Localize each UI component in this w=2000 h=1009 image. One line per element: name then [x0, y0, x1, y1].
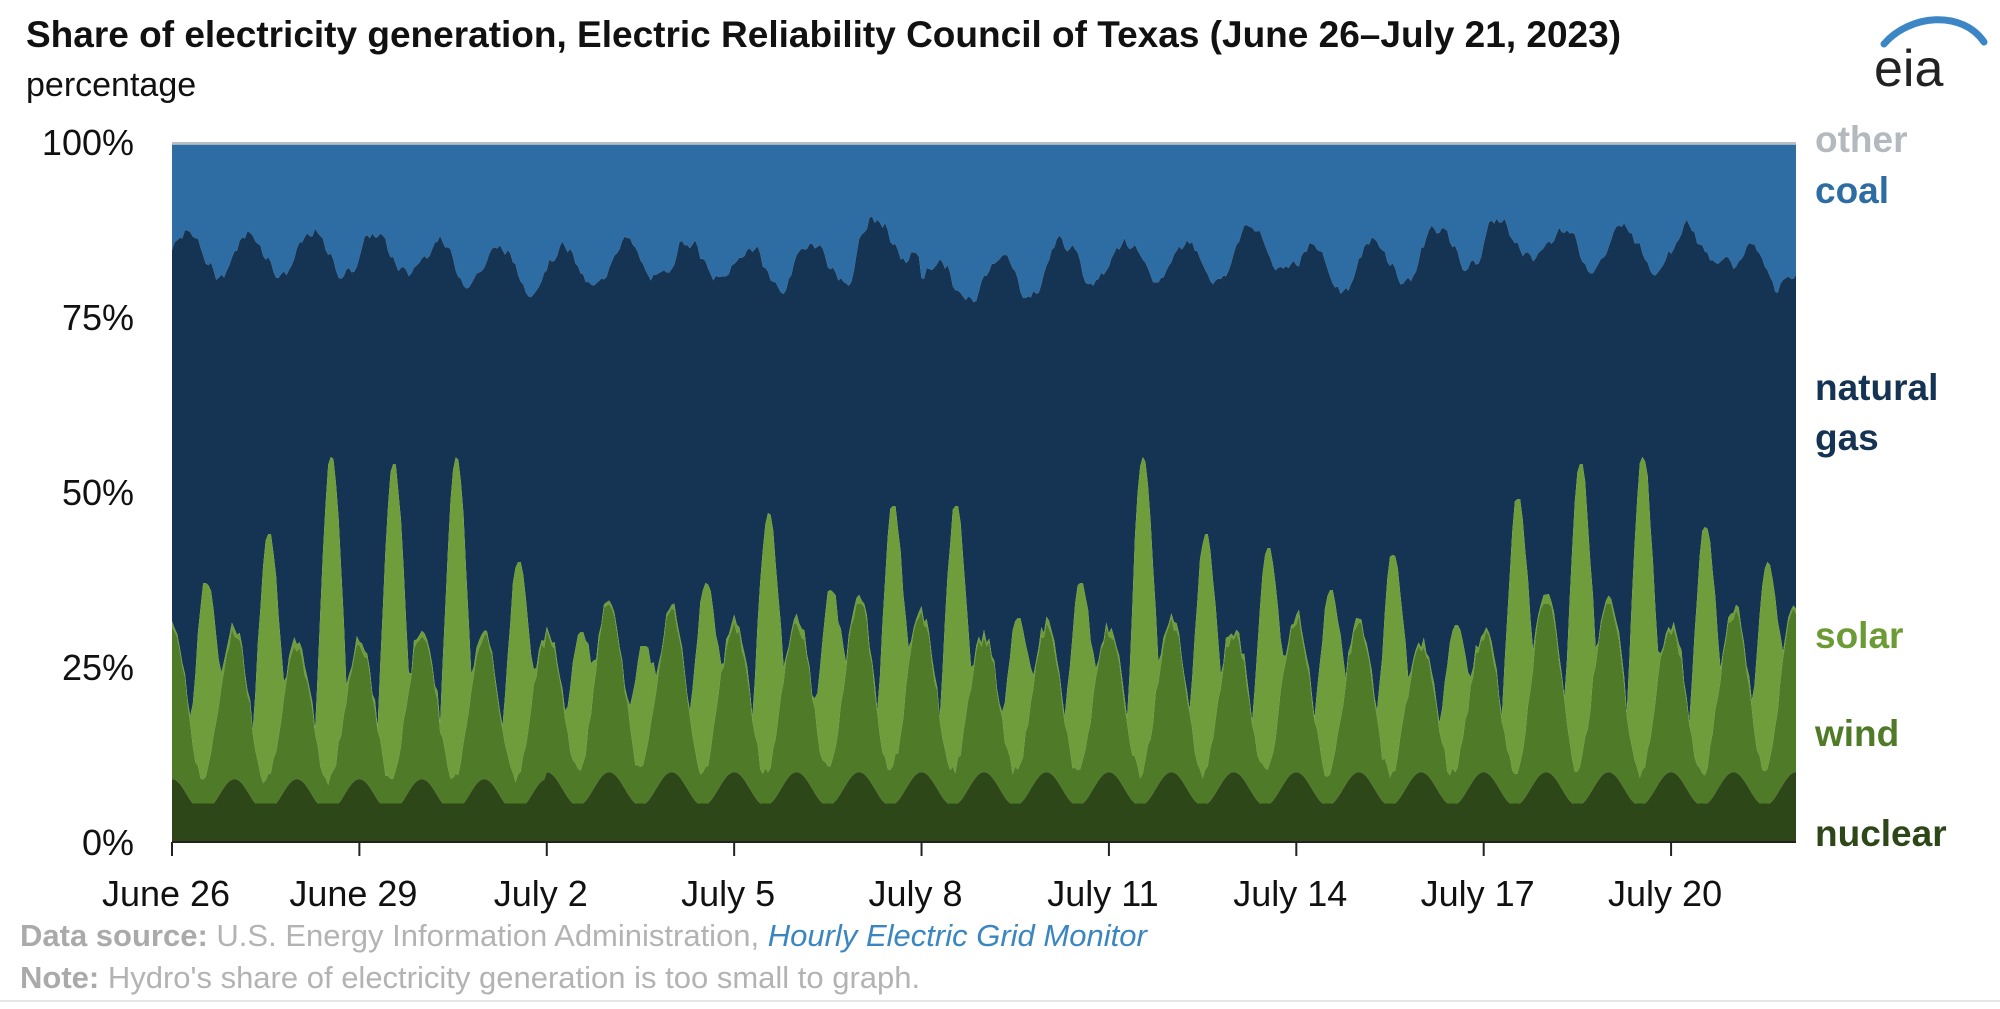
eia-logo: eia: [1874, 16, 1988, 98]
legend-wind: wind: [1814, 713, 1899, 754]
note-line: Note: Hydro's share of electricity gener…: [20, 960, 920, 996]
data-source-line: Data source: U.S. Energy Information Adm…: [20, 918, 1147, 954]
footer-divider: [0, 1000, 2000, 1002]
data-source-text: U.S. Energy Information Administration,: [216, 918, 760, 953]
x-tick-label-6: July 14: [1233, 873, 1347, 914]
y-tick-label-100: 100%: [42, 122, 134, 163]
x-tick-label-0: June 26: [102, 873, 230, 914]
x-tick-label-7: July 17: [1421, 873, 1535, 914]
x-tick-label-8: July 20: [1608, 873, 1722, 914]
coal-area: [172, 144, 1796, 303]
y-tick-label-75: 75%: [62, 297, 134, 338]
wind-area: [172, 604, 1796, 804]
eia-logo-swoosh: [1880, 16, 1988, 48]
plot-areas: [172, 142, 1796, 842]
legend: other coal natural gas solar wind nuclear: [1814, 119, 1947, 854]
legend-solar: solar: [1815, 615, 1903, 656]
eia-logo-text: eia: [1874, 40, 1943, 98]
solar-area: [172, 457, 1796, 786]
axes: 100% 75% 50% 25% 0% June 26 June 29 July 2 July …: [42, 122, 1796, 914]
data-source-link[interactable]: Hourly Electric Grid Monitor: [767, 918, 1147, 953]
x-tick-label-2: July 2: [494, 873, 588, 914]
y-tick-label-50: 50%: [62, 472, 134, 513]
other-area: [172, 142, 1796, 145]
y-tick-label-0: 0%: [82, 822, 134, 863]
y-tick-label-25: 25%: [62, 647, 134, 688]
x-tick-label-4: July 8: [869, 873, 963, 914]
legend-natural-gas-line1: natural: [1815, 367, 1938, 408]
legend-coal: coal: [1815, 170, 1889, 211]
x-tick-label-5: July 11: [1047, 873, 1158, 914]
note-text: Hydro's share of electricity generation …: [107, 960, 921, 995]
x-tick-label-3: July 5: [681, 873, 775, 914]
legend-natural-gas-line2: gas: [1815, 417, 1879, 458]
legend-other: other: [1815, 119, 1908, 160]
chart-title: Share of electricity generation, Electri…: [26, 14, 1622, 55]
natural-gas-area: [172, 216, 1796, 730]
note-label: Note:: [20, 960, 100, 995]
x-tick-label-1: June 29: [289, 873, 417, 914]
nuclear-area: [172, 772, 1796, 842]
legend-nuclear: nuclear: [1815, 813, 1947, 854]
data-source-label: Data source:: [20, 918, 208, 953]
y-axis-unit-label: percentage: [26, 66, 197, 104]
